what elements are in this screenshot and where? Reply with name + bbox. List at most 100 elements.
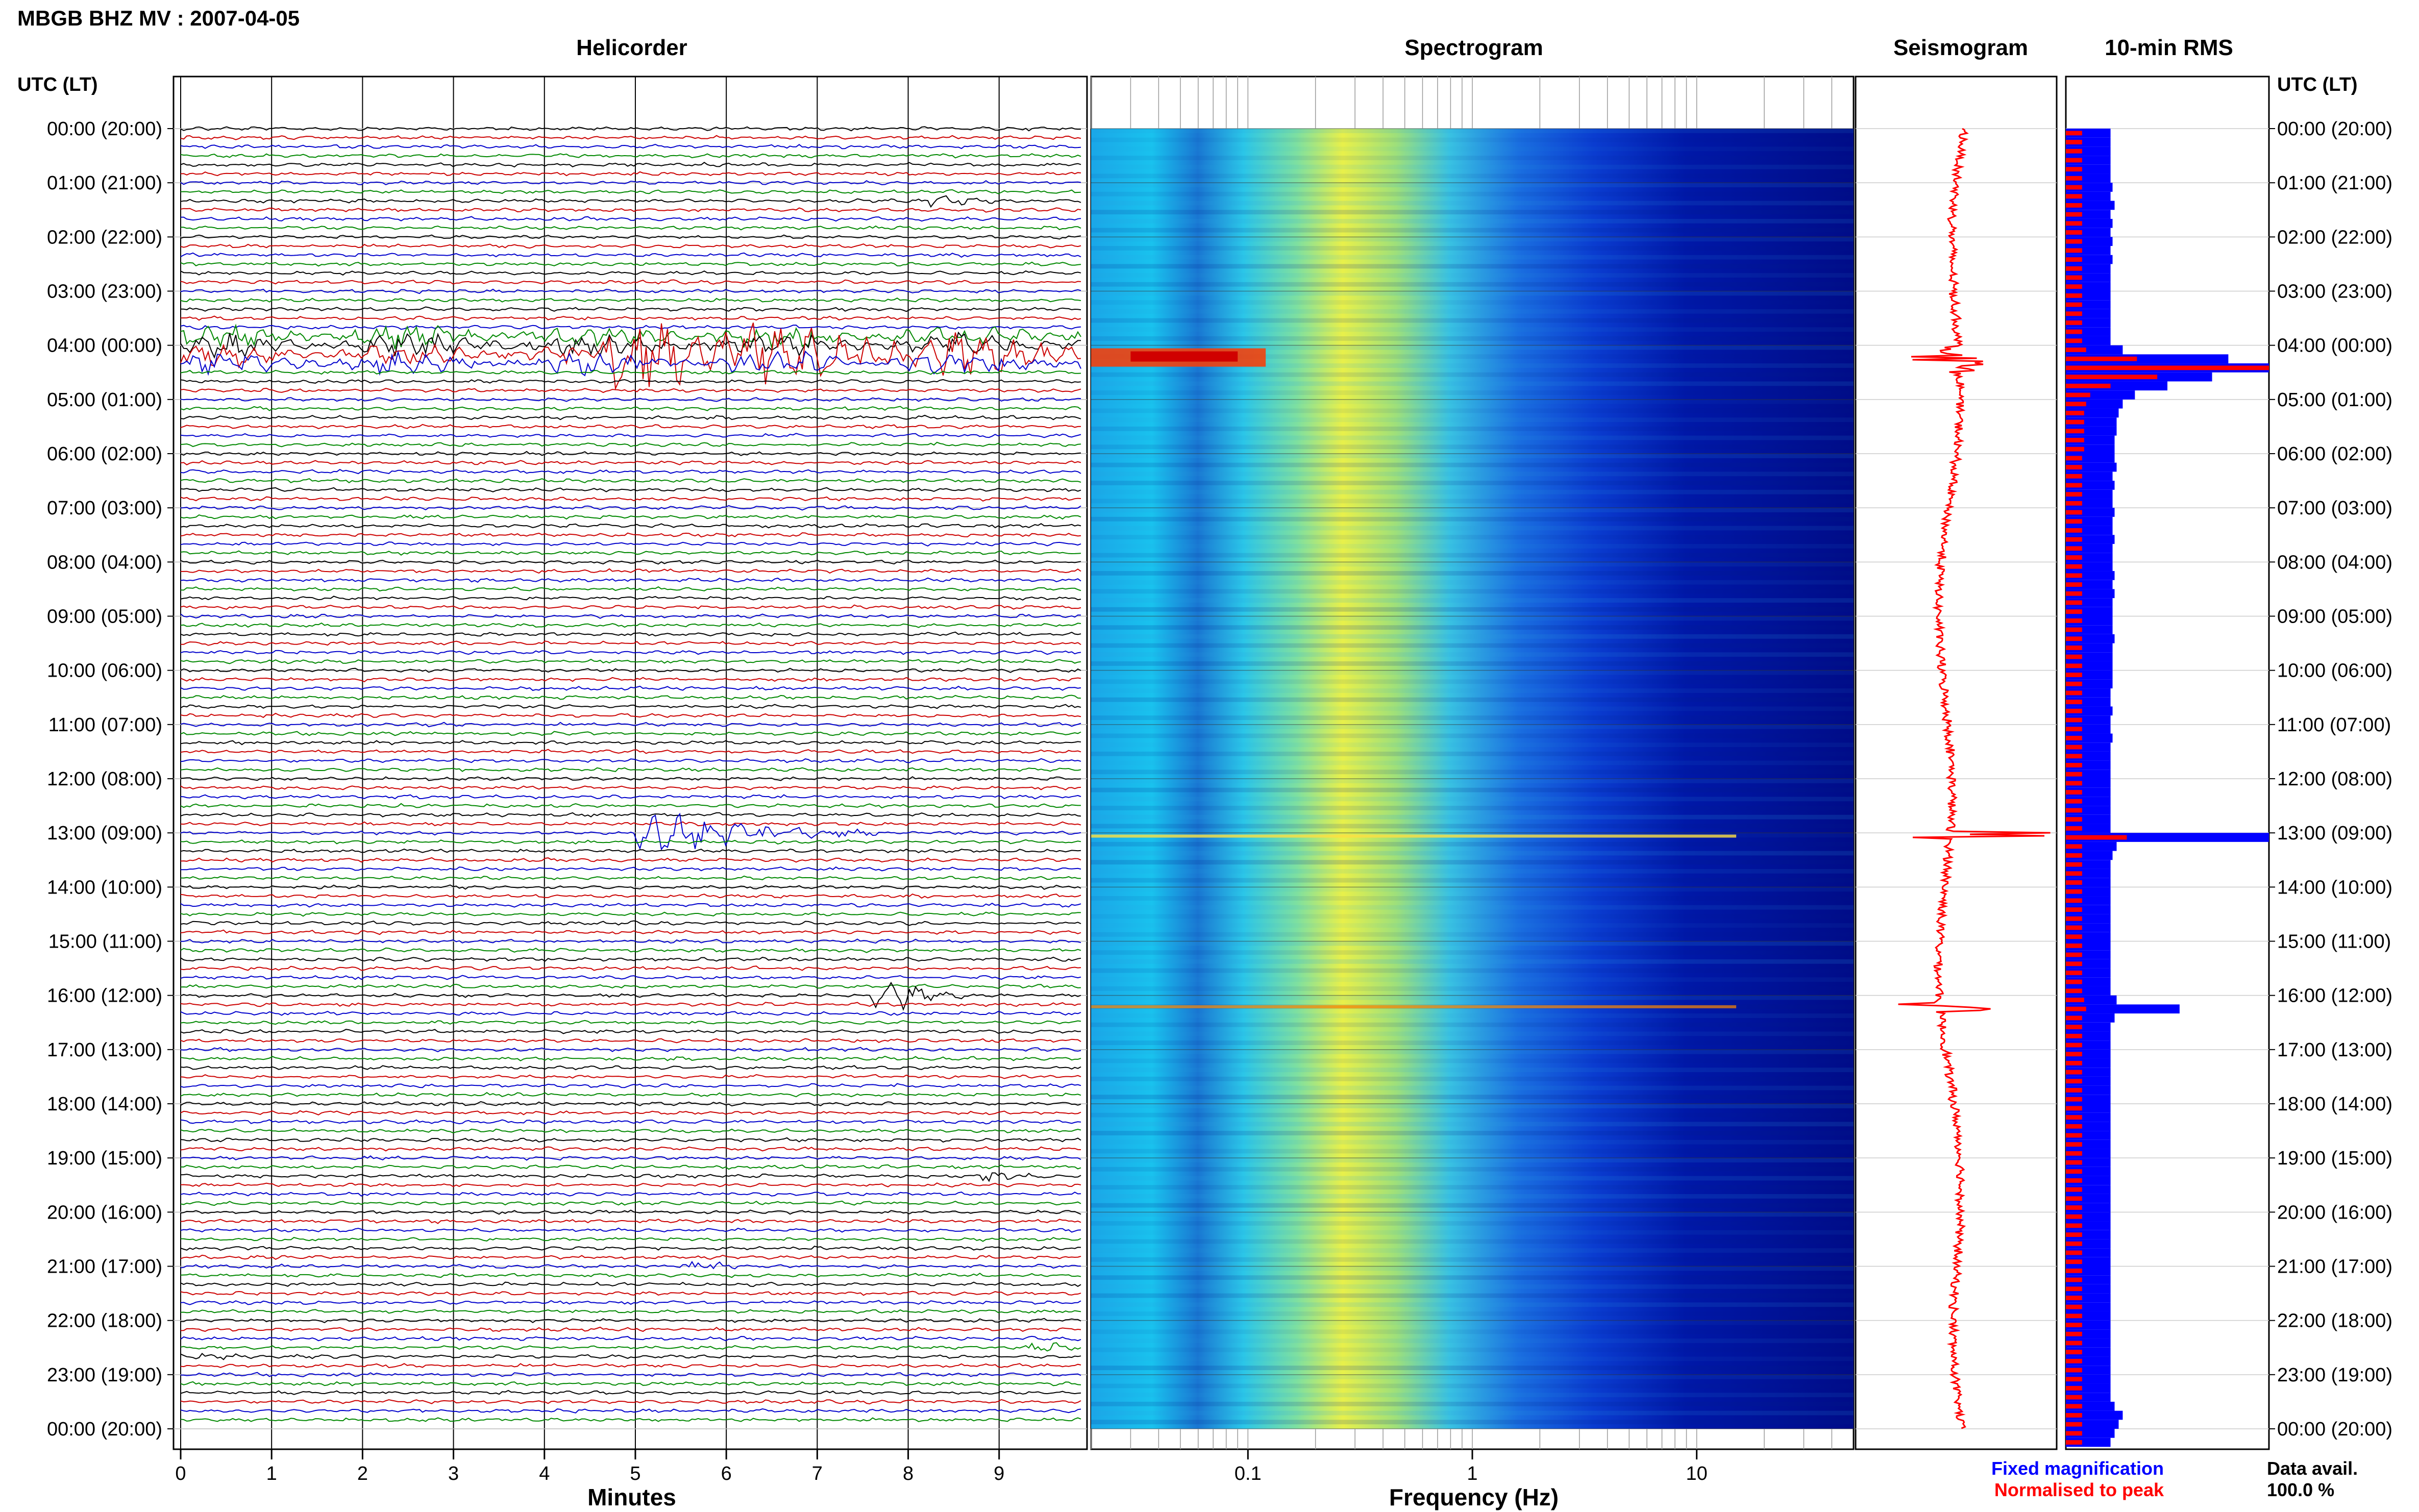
spectrogram-row: [1091, 435, 1854, 440]
figure-title: MBGB BHZ MV : 2007-04-05: [17, 6, 300, 30]
rms-normalised-bar: [2066, 383, 2111, 388]
trace-line: [180, 695, 1081, 701]
trace-line: [181, 216, 1081, 222]
trace-line: [180, 848, 1081, 854]
rms-normalised-bar: [2066, 727, 2082, 732]
spectrogram-row: [1091, 1194, 1854, 1199]
rms-normalised-bar: [2066, 176, 2082, 181]
rms-normalised-bar: [2066, 1196, 2082, 1201]
spectrogram-row: [1091, 661, 1854, 666]
trace-line: [180, 839, 1081, 845]
spectrogram-row: [1091, 1311, 1854, 1316]
rms-normalised-bar: [2066, 1250, 2082, 1255]
rms-normalised-bar: [2066, 971, 2082, 975]
rms-normalised-bar: [2066, 447, 2084, 452]
trace-line: [180, 1372, 1081, 1377]
time-label-right: 20:00 (16:00): [2277, 1202, 2392, 1223]
trace-line: [180, 1128, 1081, 1134]
trace-line: [180, 596, 1081, 601]
spectrogram-row: [1091, 1401, 1854, 1406]
rms-normalised-bar: [2066, 1241, 2082, 1246]
trace-line: [180, 315, 1081, 321]
minute-tick-label: 8: [903, 1463, 914, 1484]
spectrogram-row: [1091, 1374, 1854, 1379]
rms-normalised-bar: [2066, 735, 2082, 740]
rms-normalised-bar: [2066, 203, 2082, 208]
time-axis-labels: 00:00 (20:00) 00:00 (20:00) 01:00 (21:00) 0…: [47, 118, 2392, 1440]
rms-normalised-bar: [2066, 654, 2082, 659]
rms-normalised-bar: [2066, 230, 2082, 235]
spectrogram-row: [1091, 146, 1854, 152]
spectrogram-row: [1091, 1049, 1854, 1054]
time-label-right: 22:00 (18:00): [2277, 1310, 2392, 1332]
spectrogram-row: [1091, 643, 1854, 648]
spectrogram-row: [1091, 1176, 1854, 1181]
spectrogram-row: [1091, 137, 1854, 142]
trace-line: [180, 279, 1081, 285]
time-label-left: 19:00 (15:00): [47, 1148, 162, 1169]
spectrogram-row: [1091, 814, 1854, 820]
time-label-left: 23:00 (19:00): [47, 1365, 162, 1386]
rms-normalised-bar: [2066, 1006, 2086, 1011]
rms-normalised-bar: [2066, 1268, 2082, 1273]
spectrogram-row: [1091, 589, 1854, 594]
trace-line: [180, 468, 1081, 475]
rms-normalised-bar: [2066, 952, 2082, 957]
trace-line: [180, 1390, 1081, 1395]
minutes-axis-title: Minutes: [587, 1484, 676, 1510]
trace-line: [180, 306, 1081, 312]
rms-normalised-bar: [2066, 673, 2082, 677]
trace-line: [180, 243, 1081, 249]
time-label-right: 01:00 (21:00): [2277, 172, 2392, 194]
trace-line: [180, 1381, 1081, 1386]
rms-normalised-bar: [2066, 158, 2082, 163]
trace-line: [180, 514, 1081, 520]
spectrogram-row: [1091, 1149, 1854, 1154]
trace-line: [180, 1047, 1081, 1053]
trace-line: [180, 369, 1081, 375]
rms-normalised-bar: [2066, 1341, 2082, 1346]
rms-normalised-bar: [2066, 1313, 2082, 1319]
spectrogram-row: [1091, 1266, 1854, 1271]
time-label-left: 20:00 (16:00): [47, 1202, 162, 1223]
minute-tick-label: 6: [721, 1463, 732, 1484]
spectrogram-row: [1091, 580, 1854, 585]
spectrogram-row: [1091, 760, 1854, 765]
time-label-right: 00:00 (20:00): [2277, 118, 2392, 140]
trace-line: [180, 875, 1081, 881]
trace-line: [180, 1272, 1081, 1278]
spectrogram-row: [1091, 309, 1854, 314]
spectrogram-row: [1091, 607, 1854, 612]
spectrogram-row: [1091, 905, 1854, 910]
time-label-left: 13:00 (09:00): [47, 823, 162, 844]
rms-normalised-bar: [2066, 1043, 2082, 1048]
rms-normalised-bar: [2066, 1060, 2082, 1065]
trace-line: [180, 433, 1081, 438]
rms-normalised-bar: [2066, 853, 2082, 858]
trace-line: [180, 956, 1081, 962]
rms-normalised-bar: [2066, 1368, 2082, 1373]
time-label-right: 15:00 (11:00): [2277, 931, 2391, 953]
rms-normalised-bar: [2066, 573, 2082, 578]
spectrogram-row: [1091, 959, 1854, 964]
spectrogram-row: [1091, 191, 1854, 196]
rms-normalised-bar: [2066, 546, 2082, 551]
spectrogram-row: [1091, 1339, 1854, 1343]
spectrogram-row: [1091, 372, 1854, 377]
trace-line: [180, 1254, 1081, 1260]
rms-normalised-bar: [2066, 790, 2082, 795]
spectrogram-row: [1091, 255, 1854, 260]
rms-normalised-bar: [2066, 1304, 2082, 1309]
rms-normalised-bar: [2066, 492, 2082, 497]
rms-fixed-bar: [2066, 1004, 2180, 1014]
rms-normalised-bar: [2066, 1259, 2082, 1265]
trace-line: [180, 189, 1081, 194]
trace-line: [180, 1236, 1081, 1242]
spectrogram-row: [1091, 264, 1854, 269]
minute-tick-label: 5: [630, 1463, 640, 1484]
trace-line: [180, 550, 1081, 556]
rms-normalised-bar: [2066, 826, 2082, 831]
spectrogram-row: [1091, 543, 1854, 549]
rms-normalised-bar: [2066, 1277, 2082, 1282]
trace-line: [180, 965, 1081, 971]
